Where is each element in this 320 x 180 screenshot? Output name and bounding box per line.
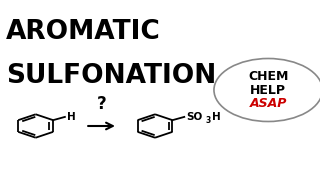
- Text: H: H: [212, 112, 220, 122]
- Text: ASAP: ASAP: [250, 97, 287, 110]
- Text: H: H: [68, 112, 76, 122]
- Text: ?: ?: [97, 95, 106, 113]
- Text: AROMATIC: AROMATIC: [6, 19, 161, 45]
- Text: SULFONATION: SULFONATION: [6, 63, 216, 89]
- Text: CHEM: CHEM: [248, 70, 288, 83]
- Text: SO: SO: [187, 112, 203, 122]
- Text: 3: 3: [206, 116, 211, 125]
- Circle shape: [214, 58, 320, 122]
- Text: HELP: HELP: [250, 84, 286, 96]
